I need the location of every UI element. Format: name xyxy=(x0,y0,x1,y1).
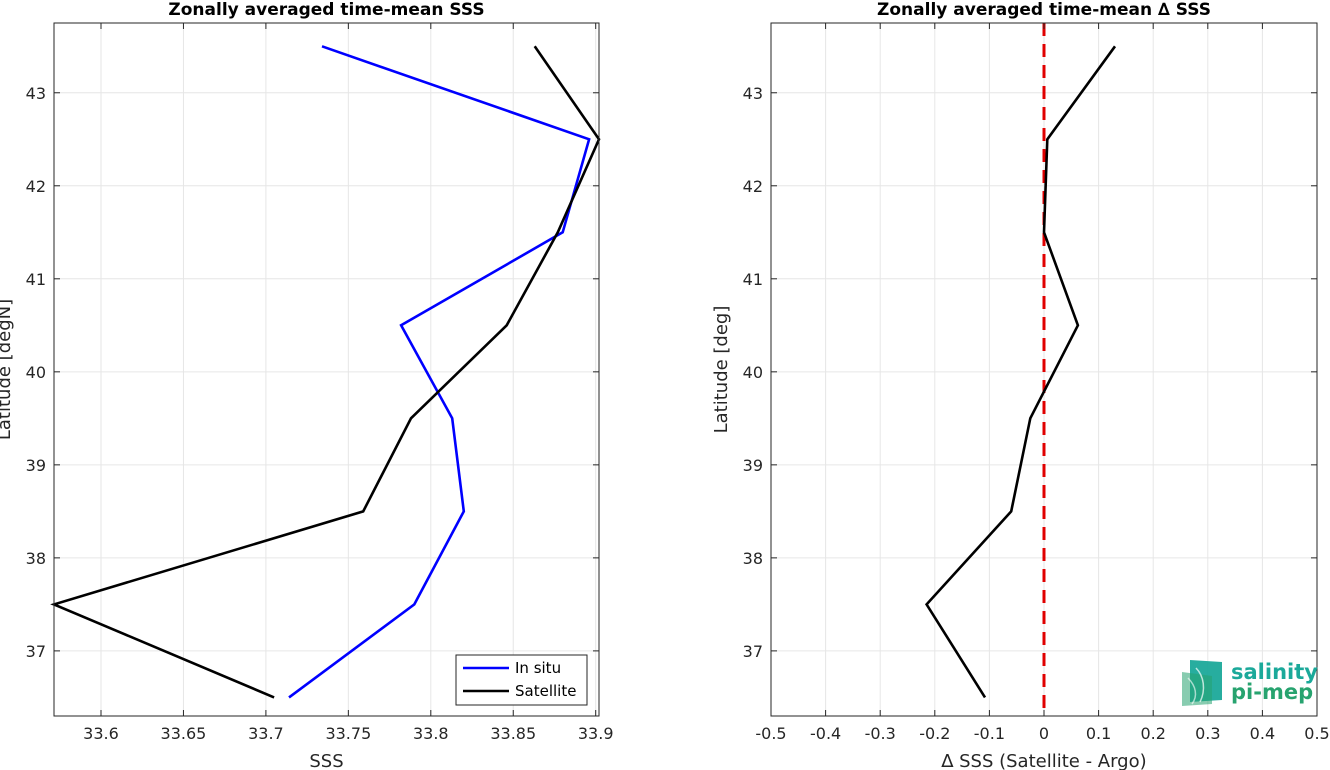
y-tick-label: 41 xyxy=(743,270,763,289)
chart-2: -0.5 -0.4 -0.3 -0.2 -0.1 0 0.1 0.2 0.3 0.4 0.5 37 38… xyxy=(711,0,1330,770)
plot-area xyxy=(54,23,599,716)
legend-box xyxy=(455,654,588,706)
y-tick-label: 42 xyxy=(743,177,763,196)
x-tick-label: 33.6 xyxy=(83,724,119,743)
x-tick-label: -0.4 xyxy=(810,724,841,743)
x-tick-label: 33.7 xyxy=(248,724,284,743)
y-tick-label: 38 xyxy=(26,549,46,568)
x-tick-label: 0.2 xyxy=(1140,724,1165,743)
chart-title: Zonally averaged time-mean SSS xyxy=(168,0,484,20)
legend-entry: Satellite xyxy=(515,682,576,700)
x-tick-label: 33.75 xyxy=(325,724,371,743)
logo-text-salinity: salinity xyxy=(1231,660,1318,684)
x-tick-label: 0.5 xyxy=(1304,724,1329,743)
x-tick-label: 33.8 xyxy=(413,724,449,743)
y-tick-label: 37 xyxy=(743,642,763,661)
x-tick-label: -0.1 xyxy=(974,724,1005,743)
y-tick-label: 38 xyxy=(743,549,763,568)
y-tick-label: 39 xyxy=(26,456,46,475)
y-tick-label: 40 xyxy=(26,363,46,382)
satellite-series-line xyxy=(50,45,601,699)
chart-1: 33.6 33.65 33.7 33.75 33.8 33.85 33.9 37 38 39 40 4… xyxy=(0,0,614,770)
axes-box xyxy=(53,22,600,717)
logo-wave-shape xyxy=(1187,677,1197,705)
delta-sss-series-line xyxy=(924,45,1117,699)
logo-text-pi-mep: pi-mep xyxy=(1231,680,1313,704)
y-tick-label: 39 xyxy=(743,456,763,475)
legend: In situ Satellite xyxy=(455,654,588,706)
x-tick-label: 0.1 xyxy=(1086,724,1111,743)
x-tick-label: 0.4 xyxy=(1250,724,1275,743)
y-axis-label: Latitude [deg] xyxy=(711,306,732,434)
chart-title: Zonally averaged time-mean ∆ SSS xyxy=(877,0,1211,20)
legend-entry: In situ xyxy=(515,659,561,677)
x-tick-label: 33.9 xyxy=(578,724,614,743)
y-axis-label: Latitude [degN] xyxy=(0,299,15,440)
y-tick-label: 41 xyxy=(26,270,46,289)
x-tick-label: -0.3 xyxy=(865,724,896,743)
x-tick-label: 33.85 xyxy=(490,724,536,743)
in-situ-series-line xyxy=(288,45,591,699)
x-tick-label: -0.5 xyxy=(755,724,786,743)
logo-wave-shape xyxy=(1182,672,1212,706)
y-tick-label: 37 xyxy=(26,642,46,661)
x-axis-label: SSS xyxy=(309,751,343,770)
y-tick-label: 43 xyxy=(26,84,46,103)
gridlines xyxy=(54,23,599,716)
x-axis-label: ∆ SSS (Satellite - Argo) xyxy=(940,751,1146,770)
x-tick-label: 0.3 xyxy=(1195,724,1220,743)
y-tick-label: 43 xyxy=(743,84,763,103)
x-tick-label: 0 xyxy=(1039,724,1049,743)
logo-wave-shape xyxy=(1195,667,1205,703)
x-tick-label: 33.65 xyxy=(161,724,207,743)
x-tick-label: -0.2 xyxy=(919,724,950,743)
y-tick-label: 42 xyxy=(26,177,46,196)
y-tick-label: 40 xyxy=(743,363,763,382)
